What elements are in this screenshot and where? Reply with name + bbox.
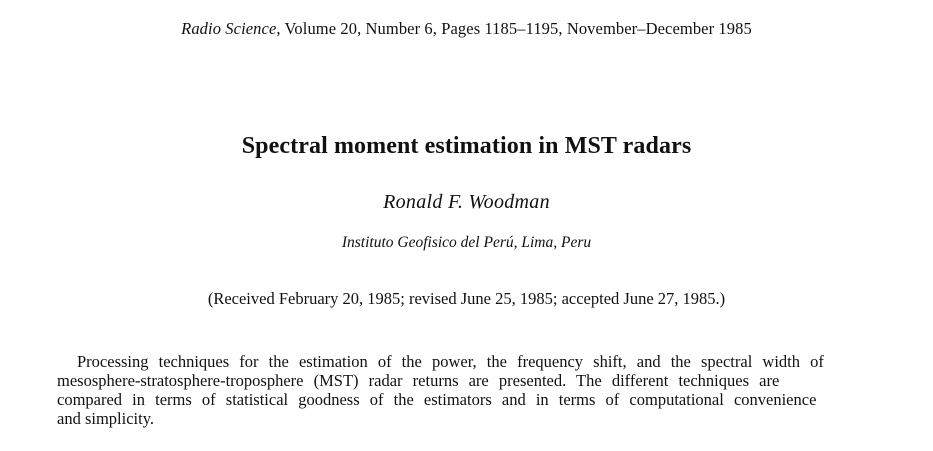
author-name: Ronald F. Woodman (383, 191, 550, 213)
journal-citation: Radio Science, Volume 20, Number 6, Page… (0, 19, 933, 39)
abstract-line: and simplicity. (57, 409, 155, 428)
received-dates: (Received February 20, 1985; revised Jun… (207, 289, 726, 308)
journal-name: Radio Science (181, 19, 277, 38)
abstract-line: Processing techniques for the estimation… (77, 352, 824, 371)
abstract-line: compared in terms of statistical goodnes… (57, 390, 817, 409)
abstract-line: mesosphere-stratosphere-troposphere (MST… (57, 371, 780, 390)
journal-volume-pages-date: , Volume 20, Number 6, Pages 1185–1195, … (276, 19, 752, 38)
paper-title: Spectral moment estimation in MST radars (241, 133, 692, 159)
author-affiliation: Instituto Geofisico del Perú, Lima, Peru (341, 234, 592, 251)
abstract: Processing techniques for the estimation… (57, 352, 879, 428)
